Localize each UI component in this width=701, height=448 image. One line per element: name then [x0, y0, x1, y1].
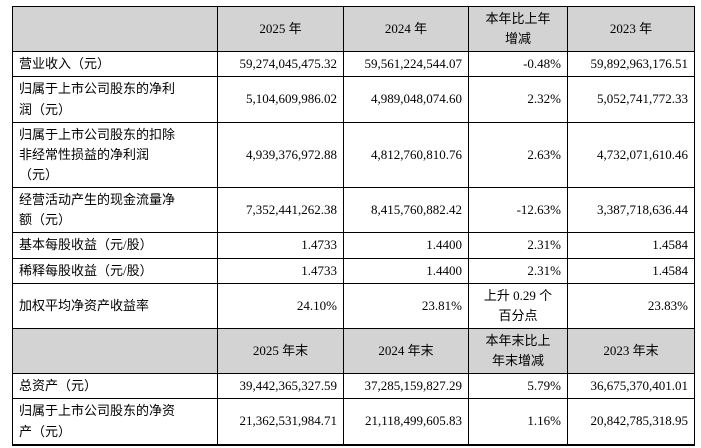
row-total-assets: 总资产（元） 39,442,365,327.59 37,285,159,827.…	[12, 373, 695, 400]
header-yoy-change: 本年比上年 增减	[468, 5, 568, 53]
weighted-roe-change: 上升 0.29 个 百分点	[468, 282, 568, 329]
net-assets-2025: 21,362,531,984.71	[217, 398, 344, 446]
net-profit-2023: 5,052,741,772.33	[567, 76, 695, 123]
weighted-roe-2025: 24.10%	[217, 282, 344, 329]
diluted-eps-2024: 1.4400	[343, 257, 469, 284]
net-assets-2024: 21,118,499,605.83	[343, 398, 469, 446]
header-year-2024: 2024 年	[343, 5, 469, 53]
net-profit-change: 2.32%	[468, 76, 568, 123]
net-profit-label: 归属于上市公司股东的净利 润（元）	[12, 76, 218, 123]
diluted-eps-2025: 1.4733	[217, 257, 344, 284]
total-assets-2025: 39,442,365,327.59	[217, 373, 344, 400]
row-net-profit: 归属于上市公司股东的净利 润（元） 5,104,609,986.02 4,989…	[12, 76, 695, 123]
cash-flow-label: 经营活动产生的现金流量净 额（元）	[12, 187, 218, 234]
header-end-2024: 2024 年末	[343, 327, 469, 375]
header-year-2023: 2023 年	[567, 5, 695, 53]
total-assets-2024: 37,285,159,827.29	[343, 373, 469, 400]
basic-eps-2024: 1.4400	[343, 232, 469, 259]
basic-eps-label: 基本每股收益（元/股）	[12, 232, 218, 259]
basic-eps-2025: 1.4733	[217, 232, 344, 259]
header-blank-cell	[12, 5, 218, 53]
row-weighted-roe: 加权平均净资产收益率 24.10% 23.81% 上升 0.29 个 百分点 2…	[12, 282, 695, 329]
basic-eps-change: 2.31%	[468, 232, 568, 259]
net-assets-label: 归属于上市公司股东的净资 产（元）	[12, 398, 218, 446]
cash-flow-change: -12.63%	[468, 187, 568, 234]
net-profit-2025: 5,104,609,986.02	[217, 76, 344, 123]
header-end-2025: 2025 年末	[217, 327, 344, 375]
cash-flow-2024: 8,415,760,882.42	[343, 187, 469, 234]
operating-revenue-change: -0.48%	[468, 51, 568, 78]
header-blank-cell-2	[12, 327, 218, 375]
diluted-eps-change: 2.31%	[468, 257, 568, 284]
basic-eps-2023: 1.4584	[567, 232, 695, 259]
cash-flow-2025: 7,352,441,262.38	[217, 187, 344, 234]
diluted-eps-label: 稀释每股收益（元/股）	[12, 257, 218, 284]
weighted-roe-label: 加权平均净资产收益率	[12, 282, 218, 329]
row-net-assets: 归属于上市公司股东的净资 产（元） 21,362,531,984.71 21,1…	[12, 398, 695, 446]
net-assets-change: 1.16%	[468, 398, 568, 446]
row-operating-cash-flow: 经营活动产生的现金流量净 额（元） 7,352,441,262.38 8,415…	[12, 187, 695, 234]
header-end-2023: 2023 年末	[567, 327, 695, 375]
net-assets-2023: 20,842,785,318.95	[567, 398, 695, 446]
row-net-profit-excl-nonrecurring: 归属于上市公司股东的扣除 非经常性损益的净利润 （元） 4,939,376,97…	[12, 121, 695, 189]
diluted-eps-2023: 1.4584	[567, 257, 695, 284]
weighted-roe-2024: 23.81%	[343, 282, 469, 329]
weighted-roe-2023: 23.83%	[567, 282, 695, 329]
operating-revenue-2023: 59,892,963,176.51	[567, 51, 695, 78]
operating-revenue-label: 营业收入（元）	[12, 51, 218, 78]
operating-revenue-2024: 59,561,224,544.07	[343, 51, 469, 78]
header-year-2025: 2025 年	[217, 5, 344, 53]
header-row-annual: 2025 年 2024 年 本年比上年 增减 2023 年	[12, 5, 695, 53]
net-profit-2024: 4,989,048,074.60	[343, 76, 469, 123]
operating-revenue-2025: 59,274,045,475.32	[217, 51, 344, 78]
header-row-year-end: 2025 年末 2024 年末 本年末比上 年末增减 2023 年末	[12, 327, 695, 375]
cash-flow-2023: 3,387,718,636.44	[567, 187, 695, 234]
net-profit-excl-change: 2.63%	[468, 121, 568, 189]
total-assets-label: 总资产（元）	[12, 373, 218, 400]
total-assets-2023: 36,675,370,401.01	[567, 373, 695, 400]
net-profit-excl-label: 归属于上市公司股东的扣除 非经常性损益的净利润 （元）	[12, 121, 218, 189]
financial-summary-table: 2025 年 2024 年 本年比上年 增减 2023 年 营业收入（元） 59…	[12, 5, 695, 446]
row-operating-revenue: 营业收入（元） 59,274,045,475.32 59,561,224,544…	[12, 51, 695, 78]
header-end-change: 本年末比上 年末增减	[468, 327, 568, 375]
total-assets-change: 5.79%	[468, 373, 568, 400]
net-profit-excl-2025: 4,939,376,972.88	[217, 121, 344, 189]
row-basic-eps: 基本每股收益（元/股） 1.4733 1.4400 2.31% 1.4584	[12, 232, 695, 259]
net-profit-excl-2024: 4,812,760,810.76	[343, 121, 469, 189]
net-profit-excl-2023: 4,732,071,610.46	[567, 121, 695, 189]
row-diluted-eps: 稀释每股收益（元/股） 1.4733 1.4400 2.31% 1.4584	[12, 257, 695, 284]
